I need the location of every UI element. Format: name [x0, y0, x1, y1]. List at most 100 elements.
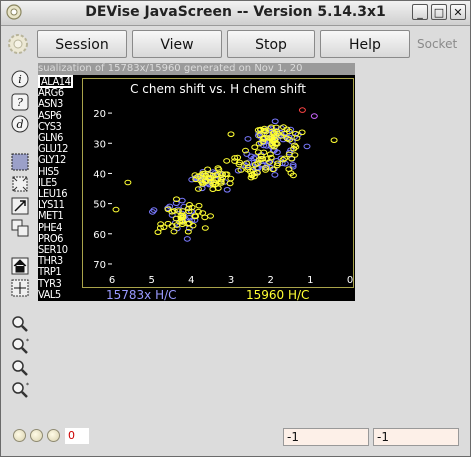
- data-point[interactable]: [281, 155, 289, 162]
- legend-item[interactable]: ILE5: [38, 175, 57, 189]
- legend-item[interactable]: HIS5: [38, 164, 59, 178]
- data-point[interactable]: [273, 162, 281, 169]
- data-point[interactable]: [204, 166, 212, 173]
- data-point[interactable]: [267, 124, 275, 131]
- title-bar[interactable]: DEVise JavaScreen -- Version 5.14.3x1 _ …: [1, 1, 470, 26]
- data-point[interactable]: [289, 162, 297, 168]
- legend-item[interactable]: THR3: [38, 254, 63, 268]
- data-point[interactable]: [213, 171, 221, 178]
- data-point[interactable]: [199, 170, 207, 177]
- data-point[interactable]: [310, 113, 318, 119]
- data-point[interactable]: [298, 107, 306, 113]
- legend-item[interactable]: SER10: [38, 243, 68, 256]
- data-point[interactable]: [168, 223, 176, 229]
- zoom-out-icon[interactable]: [11, 359, 29, 377]
- data-point[interactable]: [270, 143, 278, 150]
- data-point[interactable]: [178, 217, 186, 224]
- scatter-plot[interactable]: C chem shift vs. H chem shift20304050607…: [82, 78, 354, 288]
- data-point[interactable]: [248, 171, 256, 178]
- legend-item[interactable]: VAL5: [38, 287, 61, 301]
- data-point[interactable]: [223, 158, 231, 164]
- data-point[interactable]: [231, 158, 239, 164]
- data-point[interactable]: [199, 180, 207, 187]
- legend-item[interactable]: GLN6: [38, 131, 63, 144]
- data-point[interactable]: [209, 181, 217, 187]
- data-point[interactable]: [227, 131, 235, 138]
- maximize-button[interactable]: □: [431, 4, 447, 20]
- data-point[interactable]: [170, 228, 178, 235]
- data-point[interactable]: [124, 179, 132, 186]
- data-icon[interactable]: d: [11, 115, 29, 133]
- data-point[interactable]: [223, 187, 231, 193]
- data-point[interactable]: [251, 144, 259, 150]
- data-point[interactable]: [243, 151, 251, 157]
- expand-icon[interactable]: [11, 197, 29, 215]
- stop-button[interactable]: Stop: [227, 30, 315, 58]
- data-point[interactable]: [214, 175, 222, 182]
- data-point[interactable]: [201, 225, 209, 231]
- data-point[interactable]: [254, 160, 262, 166]
- data-point[interactable]: [235, 161, 243, 168]
- data-point[interactable]: [285, 151, 293, 158]
- data-point[interactable]: [255, 157, 263, 163]
- data-point[interactable]: [280, 130, 288, 137]
- data-point[interactable]: [271, 137, 279, 143]
- view-button[interactable]: View: [132, 30, 222, 58]
- data-point[interactable]: [219, 171, 226, 177]
- data-point[interactable]: [191, 217, 199, 223]
- data-point[interactable]: [269, 142, 277, 149]
- data-point[interactable]: [194, 208, 202, 215]
- data-point[interactable]: [207, 175, 215, 181]
- data-point[interactable]: [330, 137, 338, 144]
- data-point[interactable]: [191, 213, 199, 219]
- legend-item[interactable]: TYR3: [38, 276, 62, 290]
- data-point[interactable]: [172, 200, 180, 206]
- data-point[interactable]: [173, 196, 180, 202]
- data-point[interactable]: [283, 135, 291, 142]
- close-button[interactable]: ✕: [450, 4, 466, 20]
- data-point[interactable]: [173, 222, 181, 228]
- data-point[interactable]: [185, 208, 193, 215]
- legend-item[interactable]: PRO6: [38, 231, 63, 245]
- minimize-button[interactable]: _: [412, 4, 428, 20]
- help-query-icon[interactable]: ?: [11, 93, 29, 111]
- data-point[interactable]: [160, 224, 168, 230]
- data-point[interactable]: [271, 118, 279, 125]
- data-point[interactable]: [207, 213, 214, 219]
- legend-item[interactable]: LEU16: [38, 187, 68, 200]
- data-point[interactable]: [112, 206, 120, 213]
- data-point[interactable]: [244, 136, 252, 142]
- data-point[interactable]: [243, 160, 250, 166]
- zoom-box-icon[interactable]: [11, 175, 29, 193]
- data-point[interactable]: [185, 205, 192, 212]
- legend-item[interactable]: ASN3: [38, 97, 63, 111]
- data-point[interactable]: [257, 156, 265, 162]
- legend-item[interactable]: GLY12: [38, 153, 66, 167]
- legend-item[interactable]: MET1: [38, 209, 64, 223]
- data-point[interactable]: [298, 129, 306, 136]
- data-point[interactable]: [268, 137, 276, 143]
- zoom-out-x-icon[interactable]: *: [11, 381, 29, 399]
- data-point[interactable]: [154, 229, 162, 235]
- legend-item[interactable]: GLU12: [38, 142, 68, 156]
- info-icon[interactable]: i: [11, 70, 29, 88]
- fit-view-icon[interactable]: [11, 279, 29, 297]
- data-point[interactable]: [174, 208, 182, 214]
- data-point[interactable]: [260, 127, 268, 134]
- data-point[interactable]: [183, 236, 191, 242]
- data-point[interactable]: [206, 172, 214, 178]
- data-point[interactable]: [261, 134, 269, 141]
- data-point[interactable]: [250, 170, 258, 177]
- data-point[interactable]: [266, 151, 274, 157]
- data-point[interactable]: [150, 207, 158, 213]
- legend-item[interactable]: CYS3: [38, 119, 62, 133]
- data-point[interactable]: [289, 172, 297, 179]
- zoom-in-x-icon[interactable]: *: [11, 337, 29, 355]
- zoom-in-icon[interactable]: [11, 315, 29, 333]
- data-point[interactable]: [195, 202, 203, 209]
- data-point[interactable]: [184, 228, 192, 235]
- data-point[interactable]: [227, 175, 235, 182]
- data-point[interactable]: [269, 166, 277, 173]
- legend-item[interactable]: ALA14: [38, 75, 74, 88]
- data-point[interactable]: [237, 167, 245, 173]
